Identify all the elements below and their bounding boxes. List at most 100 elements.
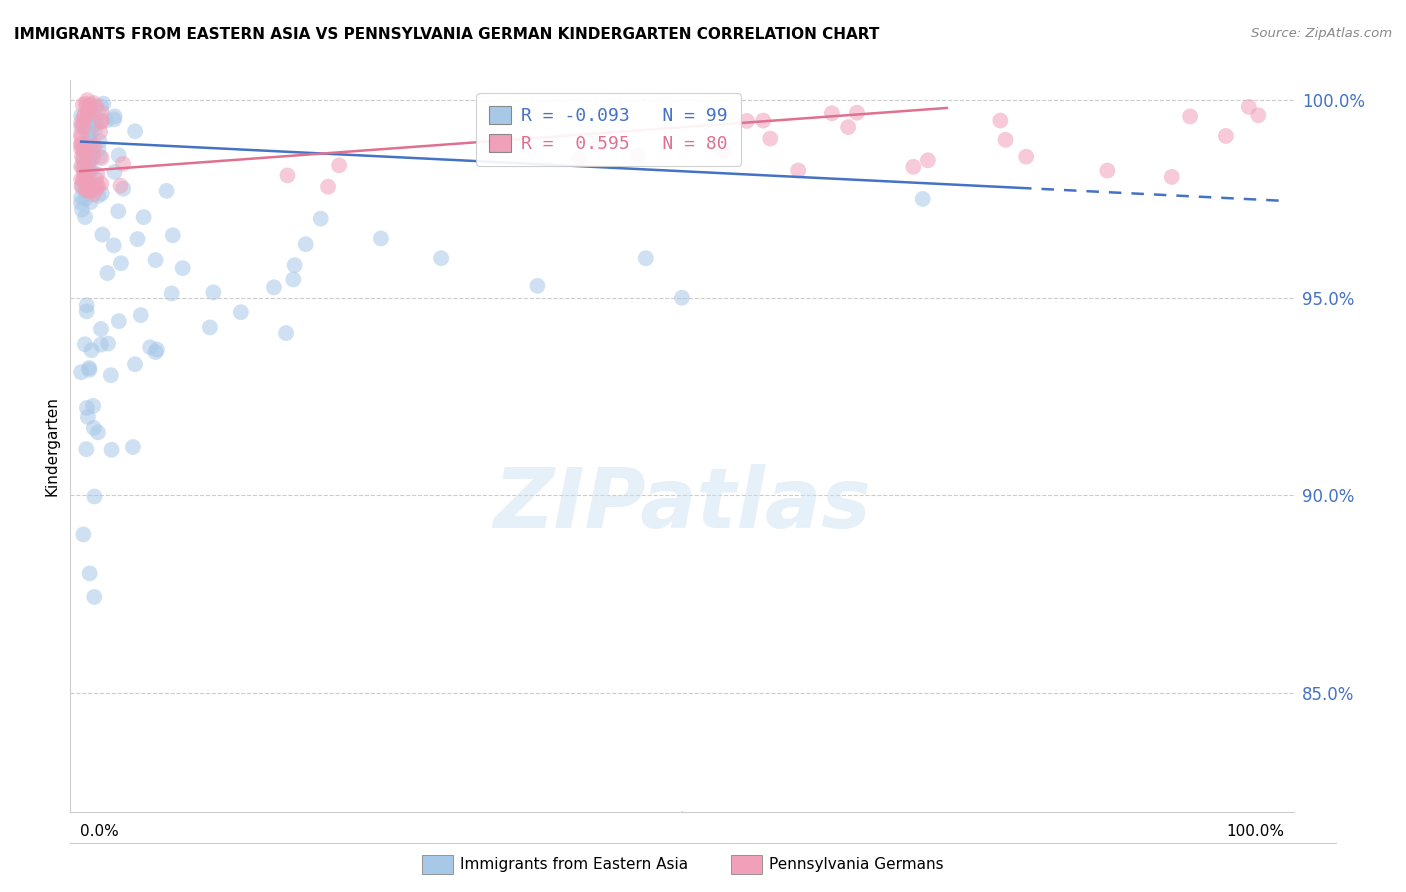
Point [155,184,177,198]
Point [80,184,103,198]
Point [73,168,96,182]
Point [76,183,98,197]
Point [77,173,100,187]
Point [83,96,105,111]
Point [76,180,98,194]
Point [90,105,112,120]
Text: Source: ZipAtlas.com: Source: ZipAtlas.com [1251,27,1392,40]
Point [83,490,105,504]
Point [787,163,810,178]
Point [83,421,105,435]
Point [145,253,167,268]
Point [82,145,104,160]
Point [73,110,96,124]
Point [284,258,307,272]
Point [100,442,122,457]
Legend: R = -0.093   N = 99, R =  0.595   N = 80: R = -0.093 N = 99, R = 0.595 N = 80 [477,93,741,166]
Point [72,172,94,186]
Point [911,192,934,206]
Point [759,131,782,145]
Point [79,153,101,168]
Point [711,144,734,158]
Y-axis label: Kindergarten: Kindergarten [44,396,59,496]
Point [70,160,93,174]
Point [77,109,100,123]
Point [76,159,98,173]
Point [86,168,108,182]
Point [103,112,125,127]
Point [77,361,100,376]
Point [309,211,332,226]
Point [634,251,657,265]
Point [73,109,96,123]
Point [328,158,350,172]
Point [75,175,97,189]
Point [108,314,131,328]
Point [146,343,169,357]
Point [846,105,869,120]
Text: 100.0%: 100.0% [1226,823,1284,838]
Point [84,122,107,136]
Point [75,192,97,206]
Point [100,368,122,383]
Point [162,228,184,243]
Point [112,157,135,171]
Point [76,153,98,167]
Point [821,106,844,120]
Point [76,116,98,130]
Point [83,590,105,604]
Point [122,440,145,454]
Point [145,345,167,359]
Point [70,195,93,210]
Point [75,210,97,224]
Point [90,114,112,128]
Point [87,188,110,202]
Point [73,165,96,179]
Point [627,148,650,162]
Point [283,272,305,286]
Point [87,425,110,440]
Point [77,164,100,178]
Point [79,126,101,140]
Point [75,183,97,197]
Point [89,150,111,164]
Point [139,340,162,354]
Point [988,113,1011,128]
Point [82,150,104,164]
Point [77,147,100,161]
Point [83,118,105,132]
Point [70,149,93,163]
Point [103,165,125,179]
Point [82,105,104,120]
Point [70,127,93,141]
Point [79,195,101,210]
Point [70,120,93,134]
Point [87,179,110,194]
Text: ZIPatlas: ZIPatlas [494,464,870,545]
Point [160,286,183,301]
Point [316,179,339,194]
Point [132,210,155,224]
Point [202,285,225,300]
Point [90,99,112,113]
Point [79,135,101,149]
Point [112,182,135,196]
Point [274,326,297,340]
Point [90,114,112,128]
Point [79,99,101,113]
Point [107,148,129,162]
Point [76,120,98,135]
Point [79,164,101,178]
Text: Immigrants from Eastern Asia: Immigrants from Eastern Asia [460,857,688,871]
Point [72,182,94,196]
Point [79,104,101,119]
Point [73,164,96,178]
Point [79,566,101,581]
Point [110,256,132,270]
Point [70,172,93,186]
Point [70,109,93,123]
Point [124,357,146,371]
Point [77,123,100,137]
Point [76,401,98,415]
Text: IMMIGRANTS FROM EASTERN ASIA VS PENNSYLVANIA GERMAN KINDERGARTEN CORRELATION CHA: IMMIGRANTS FROM EASTERN ASIA VS PENNSYLV… [14,27,879,42]
